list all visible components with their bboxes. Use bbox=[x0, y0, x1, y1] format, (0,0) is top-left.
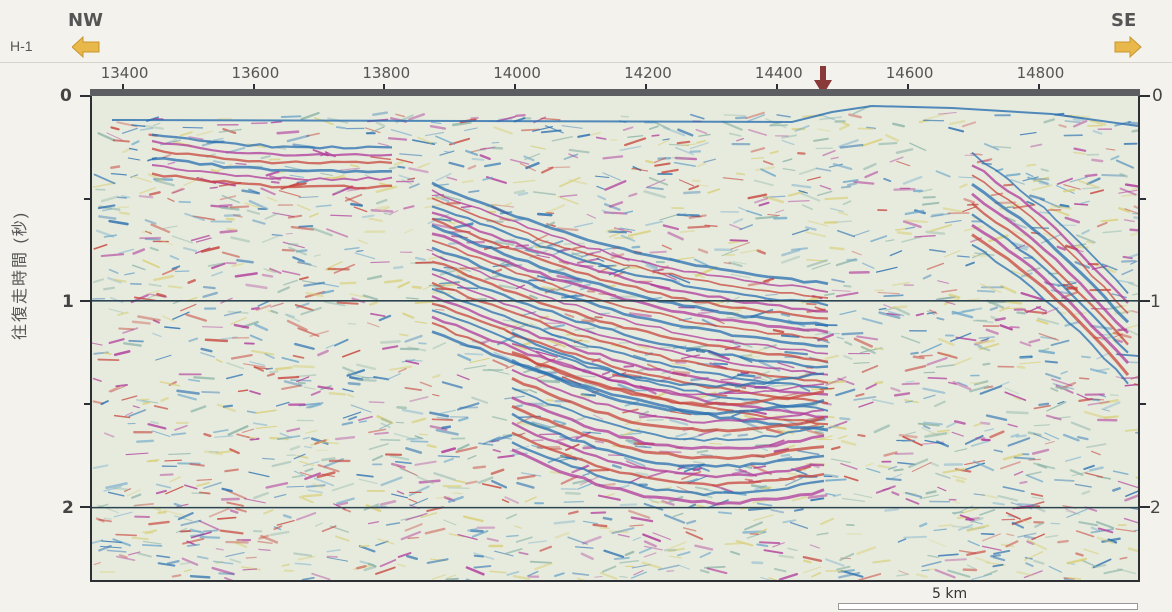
marker-arrow-icon bbox=[813, 66, 833, 96]
cdp-tick-mark bbox=[121, 84, 124, 91]
y-tick-mark bbox=[80, 300, 90, 302]
y-tick-left-0: 0 bbox=[60, 86, 72, 106]
line-name-label: H-1 bbox=[10, 38, 33, 54]
cdp-tick-mark bbox=[383, 84, 386, 91]
y-tick-mark bbox=[84, 403, 90, 405]
cdp-label: 14400 bbox=[754, 64, 803, 82]
cdp-tick-mark bbox=[514, 84, 517, 91]
cdp-label: 14600 bbox=[885, 64, 934, 82]
cdp-tick-mark bbox=[775, 84, 778, 91]
seismic-section bbox=[90, 92, 1140, 582]
cdp-tick-mark bbox=[906, 84, 909, 91]
direction-nw-label: NW bbox=[68, 10, 103, 31]
cdp-label: 13600 bbox=[231, 64, 280, 82]
y-tick-mark bbox=[84, 198, 90, 200]
arrow-left-icon bbox=[72, 36, 100, 58]
cdp-label: 14000 bbox=[493, 64, 541, 82]
y-tick-right-1: 1 bbox=[1150, 292, 1161, 312]
y-tick-left-1: 1 bbox=[62, 292, 74, 312]
section-top-bar bbox=[90, 89, 1140, 96]
header-divider bbox=[0, 62, 1172, 63]
cdp-label: 14200 bbox=[624, 64, 672, 82]
cdp-tick-mark bbox=[645, 84, 648, 91]
reflector-package bbox=[151, 133, 1130, 506]
direction-se-label: SE bbox=[1111, 10, 1137, 31]
y-tick-mark bbox=[80, 506, 90, 508]
y-axis-label: 往復走時間 (秒) bbox=[12, 210, 29, 340]
cdp-label: 13800 bbox=[362, 64, 411, 82]
y-tick-mark bbox=[1140, 300, 1150, 302]
y-tick-mark bbox=[1140, 403, 1146, 405]
y-tick-left-2: 2 bbox=[62, 498, 74, 518]
y-tick-right-0: 0 bbox=[1152, 86, 1163, 106]
y-tick-right-2: 2 bbox=[1150, 498, 1161, 518]
seafloor-reflector bbox=[111, 104, 1138, 127]
cdp-tick-mark bbox=[252, 84, 255, 91]
y-tick-mark bbox=[1140, 506, 1150, 508]
scale-bar bbox=[838, 603, 1138, 610]
cdp-label: 13400 bbox=[100, 64, 149, 82]
cdp-tick-mark bbox=[1037, 84, 1040, 91]
y-tick-mark bbox=[80, 95, 90, 97]
y-tick-mark bbox=[1140, 198, 1146, 200]
arrow-right-icon bbox=[1114, 36, 1142, 58]
scale-label: 5 km bbox=[932, 586, 968, 602]
cdp-label: 14800 bbox=[1016, 64, 1065, 82]
y-tick-mark bbox=[1140, 95, 1150, 97]
